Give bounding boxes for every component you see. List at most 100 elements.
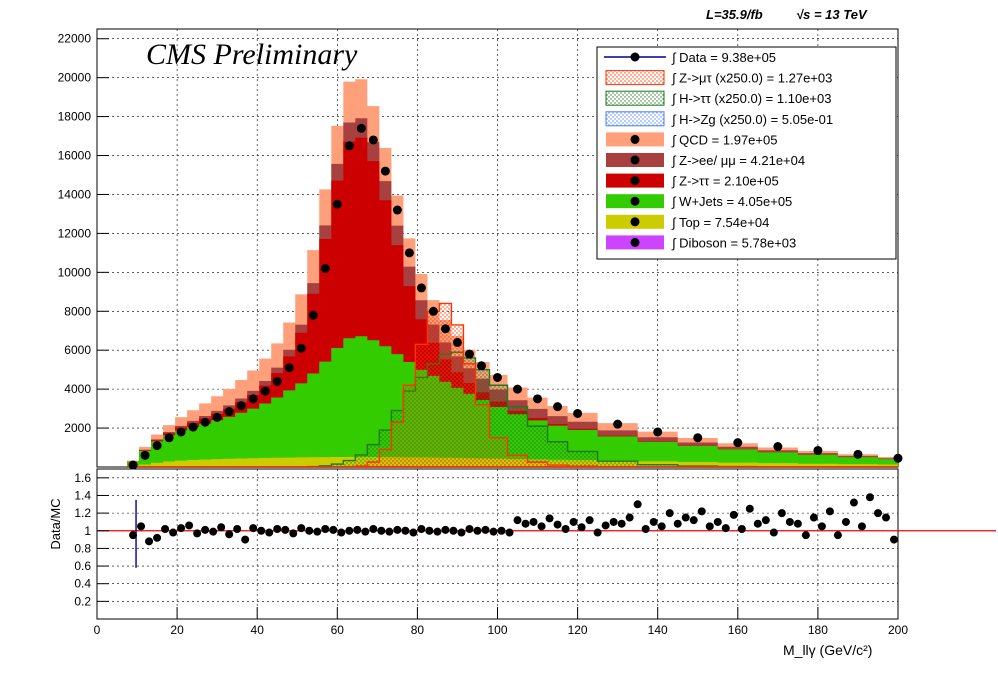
y-tick-label: 10000 — [58, 265, 92, 279]
data-point — [272, 376, 282, 386]
data-point — [368, 135, 378, 145]
legend-entry-ztt: ∫ Z->ττ = 2.10e+05 — [606, 173, 779, 189]
ratio-grid — [96, 469, 899, 619]
y-tick-label: 12000 — [58, 226, 92, 240]
ratio-point — [297, 524, 306, 533]
ratio-point — [513, 516, 522, 525]
ratio-point — [337, 528, 346, 537]
ratio-point — [721, 524, 730, 533]
ratio-point — [393, 525, 402, 534]
ratio-point — [305, 526, 314, 535]
ratio-point — [481, 525, 490, 534]
data-point — [248, 394, 258, 404]
ratio-point — [145, 537, 154, 546]
ratio-point — [729, 510, 738, 519]
ratio-point — [745, 504, 754, 513]
legend-entry-hzg: ∫ H->Zg (x250.0) = 5.05e-01 — [605, 111, 833, 127]
x-tick-label: 80 — [411, 623, 425, 637]
ratio-point — [697, 507, 706, 516]
ratio-point — [537, 522, 546, 531]
ratio-point — [313, 527, 322, 536]
ratio-panel: 0.2 0.4 0.6 0.8 1 1.2 1.4 1.6 0 20 40 60 80 100 120 14… — [48, 468, 996, 658]
ratio-point — [233, 525, 242, 533]
ratio-point — [761, 516, 770, 525]
ratio-point — [505, 528, 514, 537]
legend-label: ∫ Z->ττ = 2.10e+05 — [671, 174, 779, 189]
ratio-point — [753, 519, 762, 528]
ratio-point — [561, 525, 570, 533]
legend-entry-top: ∫ Top = 7.54e+04 — [606, 214, 769, 230]
ratio-point — [401, 526, 410, 535]
data-point — [493, 372, 502, 382]
ratio-point — [369, 525, 378, 533]
legend-label: ∫ W+Jets = 4.05e+05 — [671, 194, 792, 209]
ratio-point — [705, 522, 714, 531]
ratio-point — [769, 528, 778, 537]
y-tick-label: 18000 — [58, 110, 92, 124]
ratio-point — [441, 525, 450, 534]
legend-label: ∫ Diboson = 5.78e+03 — [671, 235, 796, 250]
ratio-point — [265, 528, 274, 537]
ratio-point — [249, 524, 258, 533]
data-point — [404, 248, 414, 258]
data-point — [332, 199, 342, 209]
legend-entry-qcd: ∫ QCD = 1.97e+05 — [606, 132, 777, 147]
ratio-point — [257, 526, 266, 535]
ratio-point — [377, 526, 386, 535]
ratio-point — [793, 519, 802, 528]
ratio-point — [785, 517, 794, 526]
ratio-point — [201, 525, 210, 534]
ratio-point — [649, 517, 658, 526]
stack-wjets — [127, 336, 899, 467]
data-point — [693, 433, 703, 443]
data-point — [428, 306, 438, 316]
legend-entry-diboson: ∫ Diboson = 5.78e+03 — [606, 235, 796, 250]
data-point — [344, 141, 354, 151]
x-tick-label: 100 — [487, 623, 507, 637]
ratio-point — [673, 519, 682, 528]
data-point — [308, 310, 318, 320]
ratio-point — [681, 513, 690, 522]
ratio-point — [385, 527, 394, 536]
ratio-y-tick-label: 1.4 — [74, 488, 91, 502]
y-tick-label: 4000 — [64, 382, 91, 396]
x-tick-label: 140 — [648, 623, 668, 637]
data-point — [128, 460, 138, 470]
ratio-point — [849, 498, 858, 507]
energy-label: √s = 13 TeV — [796, 7, 868, 22]
ratio-point — [569, 517, 578, 526]
ratio-point — [129, 531, 138, 540]
ratio-point — [801, 531, 810, 540]
ratio-point — [817, 522, 826, 531]
ratio-point — [665, 509, 674, 518]
ratio-point — [521, 519, 530, 528]
ratio-point — [777, 509, 786, 518]
ratio-y-tick-label: 1.6 — [74, 471, 91, 485]
data-point — [893, 453, 903, 463]
data-point — [284, 363, 294, 373]
ratio-y-tick-label: 0.8 — [74, 541, 91, 555]
ratio-point — [273, 525, 282, 533]
y-tick-label: 8000 — [64, 304, 91, 318]
data-points — [128, 123, 903, 470]
legend-label: ∫ H->ττ (x250.0) = 1.10e+03 — [671, 91, 831, 106]
ratio-point — [889, 535, 898, 544]
data-point — [320, 263, 330, 273]
data-point — [224, 407, 234, 417]
data-point — [140, 450, 150, 460]
ratio-point — [657, 522, 666, 531]
legend-label: ∫ Z->μτ (x250.0) = 1.27e+03 — [671, 71, 832, 86]
ratio-point — [417, 525, 426, 533]
ratio-y-tick-label: 0.2 — [74, 594, 91, 608]
data-point — [392, 205, 402, 215]
ratio-point — [841, 517, 850, 526]
y-tick-label: 14000 — [58, 187, 92, 201]
ratio-point — [585, 516, 594, 525]
data-point — [613, 419, 623, 429]
ratio-y-tick-label: 1 — [84, 524, 91, 538]
ratio-point — [449, 526, 458, 535]
ratio-point — [833, 531, 842, 540]
ratio-point — [321, 525, 330, 533]
ratio-point — [345, 526, 354, 535]
